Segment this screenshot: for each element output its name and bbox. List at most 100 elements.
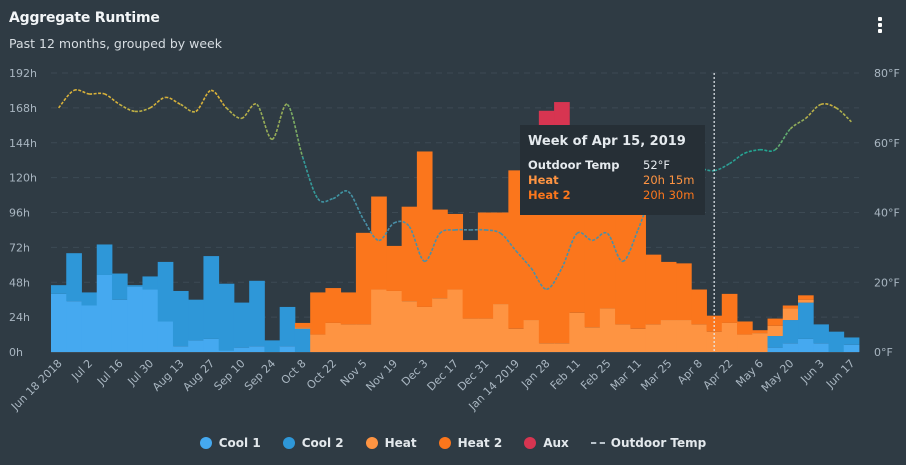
bar-heat2[interactable] — [691, 289, 707, 325]
bar-heat[interactable] — [432, 298, 448, 352]
bar-heat2[interactable] — [447, 213, 464, 290]
bar-cool1[interactable] — [233, 347, 250, 352]
legend-item-outdoor-temp[interactable]: Outdoor Temp — [590, 436, 706, 450]
bar-heat2[interactable] — [493, 212, 509, 305]
bar-heat[interactable] — [782, 308, 799, 321]
bar-heat[interactable] — [340, 324, 357, 352]
bar-heat[interactable] — [310, 334, 326, 352]
bar-heat2[interactable] — [477, 212, 494, 319]
bar-heat[interactable] — [294, 327, 311, 329]
bar-cool2[interactable] — [81, 292, 98, 306]
bar-heat2[interactable] — [660, 261, 677, 321]
bar-heat[interactable] — [416, 306, 433, 352]
bar-heat[interactable] — [447, 289, 464, 352]
bar-cool2[interactable] — [111, 273, 128, 300]
bar-cool2[interactable] — [66, 253, 82, 302]
bar-cool2[interactable] — [127, 285, 143, 287]
bar-heat2[interactable] — [340, 292, 357, 325]
bar-heat[interactable] — [386, 290, 403, 352]
bar-heat[interactable] — [676, 320, 692, 352]
bar-heat2[interactable] — [706, 315, 723, 332]
bar-heat[interactable] — [584, 327, 601, 352]
bar-heat2[interactable] — [386, 245, 403, 291]
bar-cool2[interactable] — [203, 256, 220, 339]
bar-heat[interactable] — [355, 324, 372, 352]
bar-cool2[interactable] — [798, 302, 814, 339]
bar-cool2[interactable] — [218, 283, 235, 351]
more-vertical-icon[interactable] — [873, 14, 887, 36]
bar-cool1[interactable] — [157, 321, 174, 352]
bar-heat[interactable] — [371, 289, 387, 352]
bar-cool2[interactable] — [294, 328, 311, 352]
bar-heat[interactable] — [508, 328, 525, 352]
bar-heat2[interactable] — [355, 232, 372, 325]
bar-heat[interactable] — [615, 324, 631, 352]
bar-heat2[interactable] — [432, 209, 448, 299]
bar-aux[interactable] — [554, 102, 570, 126]
bar-cool1[interactable] — [798, 338, 814, 352]
bar-cool2[interactable] — [767, 336, 784, 348]
bar-cool2[interactable] — [782, 320, 799, 344]
bar-cool1[interactable] — [203, 338, 220, 352]
bar-cool1[interactable] — [111, 299, 128, 352]
bar-cool2[interactable] — [51, 285, 67, 294]
bar-heat2[interactable] — [371, 196, 387, 290]
bar-heat2[interactable] — [798, 295, 814, 300]
bar-heat[interactable] — [660, 320, 677, 352]
bar-heat2[interactable] — [569, 192, 585, 313]
bar-cool1[interactable] — [66, 301, 82, 352]
bar-heat2[interactable] — [676, 263, 692, 321]
bar-heat[interactable] — [462, 318, 479, 352]
bar-heat[interactable] — [599, 308, 616, 352]
bar-cool1[interactable] — [172, 346, 189, 352]
bar-cool2[interactable] — [172, 290, 189, 347]
legend-item-heat[interactable]: Heat — [365, 436, 417, 450]
bar-cool2[interactable] — [157, 261, 174, 322]
bar-heat2[interactable] — [416, 151, 433, 307]
bar-heat2[interactable] — [737, 321, 753, 335]
legend-item-cool-2[interactable]: Cool 2 — [282, 436, 344, 450]
bar-heat[interactable] — [752, 333, 768, 352]
bar-cool2[interactable] — [142, 276, 159, 290]
bar-heat[interactable] — [325, 322, 342, 352]
bar-cool2[interactable] — [813, 324, 829, 344]
bar-heat[interactable] — [523, 320, 540, 352]
bar-heat2[interactable] — [401, 206, 418, 302]
bar-cool1[interactable] — [188, 340, 204, 353]
bar-heat[interactable] — [554, 343, 570, 352]
bar-heat[interactable] — [645, 324, 662, 352]
bar-heat2[interactable] — [721, 293, 738, 323]
legend-item-cool-1[interactable]: Cool 1 — [199, 436, 261, 450]
bar-cool1[interactable] — [142, 289, 159, 352]
bar-cool2[interactable] — [279, 306, 296, 347]
bar-cool1[interactable] — [81, 305, 98, 353]
bar-heat[interactable] — [401, 301, 418, 352]
bar-cool2[interactable] — [188, 299, 204, 341]
bar-cool1[interactable] — [218, 350, 235, 352]
bar-cool1[interactable] — [96, 274, 113, 352]
bar-cool2[interactable] — [828, 331, 845, 352]
bar-heat[interactable] — [691, 324, 707, 352]
bar-heat2[interactable] — [462, 240, 479, 319]
bar-heat2[interactable] — [782, 305, 799, 309]
bar-heat[interactable] — [737, 334, 753, 352]
bar-heat[interactable] — [477, 318, 494, 352]
bar-cool1[interactable] — [51, 293, 67, 353]
bar-heat2[interactable] — [310, 292, 326, 335]
legend-item-aux[interactable]: Aux — [524, 436, 569, 450]
bar-heat2[interactable] — [325, 288, 342, 323]
bar-cool1[interactable] — [782, 343, 799, 352]
bar-heat2[interactable] — [752, 330, 768, 334]
bar-heat2[interactable] — [767, 318, 784, 326]
bar-heat2[interactable] — [645, 254, 662, 325]
bar-cool1[interactable] — [843, 344, 860, 352]
bar-cool2[interactable] — [843, 337, 860, 345]
bar-cool1[interactable] — [279, 346, 296, 352]
bar-heat[interactable] — [493, 304, 509, 352]
bar-heat[interactable] — [767, 325, 784, 337]
bar-heat[interactable] — [798, 299, 814, 303]
bar-heat[interactable] — [630, 328, 646, 352]
bar-cool2[interactable] — [264, 340, 281, 353]
bar-cool1[interactable] — [127, 286, 143, 352]
bar-cool2[interactable] — [249, 280, 265, 347]
